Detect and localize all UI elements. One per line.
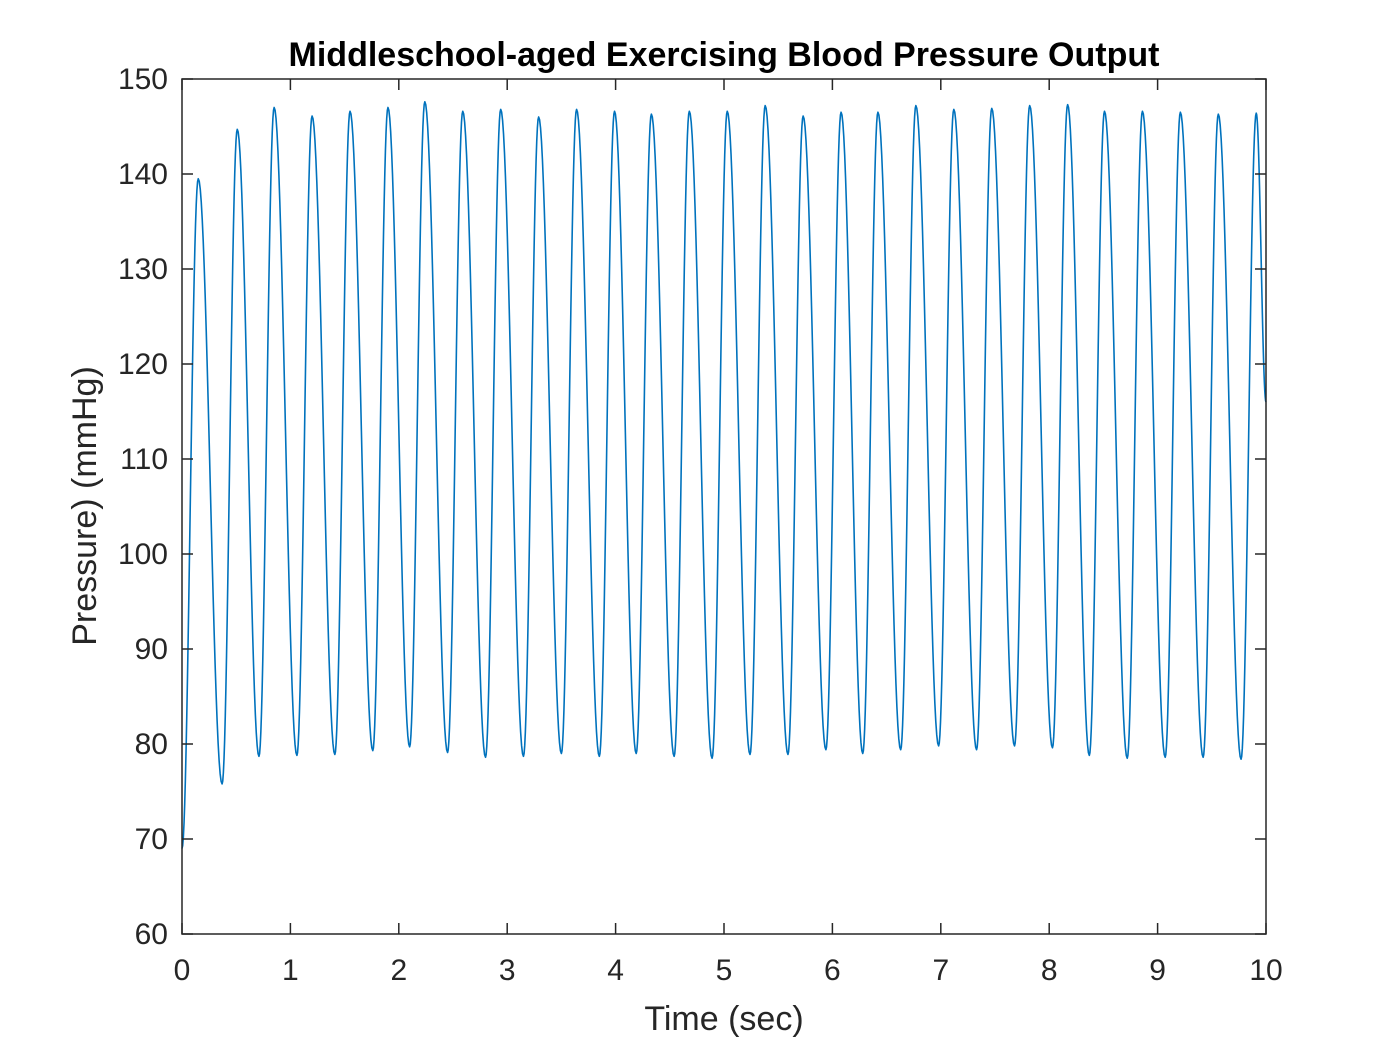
- x-tick-label: 5: [716, 954, 733, 987]
- y-tick-label: 90: [135, 633, 168, 666]
- y-tick-label: 140: [118, 158, 168, 191]
- y-tick-label: 110: [120, 443, 168, 476]
- x-tick-label: 10: [1249, 954, 1282, 987]
- chart-title: Middleschool-aged Exercising Blood Press…: [289, 36, 1160, 74]
- y-tick-label: 120: [118, 348, 168, 381]
- x-tick-labels: 0 1 2 3 4 5 6 7 8 9 10: [174, 954, 1283, 987]
- y-axis-label: Pressure) (mmHg): [66, 366, 104, 646]
- x-axis-label: Time (sec): [644, 1000, 803, 1038]
- y-tick-label: 70: [135, 823, 168, 856]
- tick-marks: [181, 78, 1267, 935]
- y-tick-label: 100: [118, 538, 168, 571]
- x-tick-label: 6: [824, 954, 841, 987]
- x-tick-label: 8: [1041, 954, 1058, 987]
- x-tick-label: 0: [174, 954, 191, 987]
- x-tick-label: 3: [499, 954, 516, 987]
- x-tick-label: 1: [282, 954, 299, 987]
- pressure-series-line: [181, 101, 1267, 849]
- x-tick-label: 9: [1149, 954, 1166, 987]
- axes-box: [181, 78, 1267, 935]
- x-tick-label: 2: [390, 954, 407, 987]
- x-tick-label: 4: [607, 954, 624, 987]
- x-tick-label: 7: [932, 954, 949, 987]
- y-tick-label: 130: [118, 253, 168, 286]
- y-tick-label: 80: [135, 728, 168, 761]
- series-layer: [181, 101, 1267, 849]
- y-tick-label: 60: [135, 918, 168, 951]
- y-tick-label: 150: [118, 63, 168, 96]
- y-tick-labels: 60 70 80 90 100 110 120 130 140 150: [118, 63, 168, 951]
